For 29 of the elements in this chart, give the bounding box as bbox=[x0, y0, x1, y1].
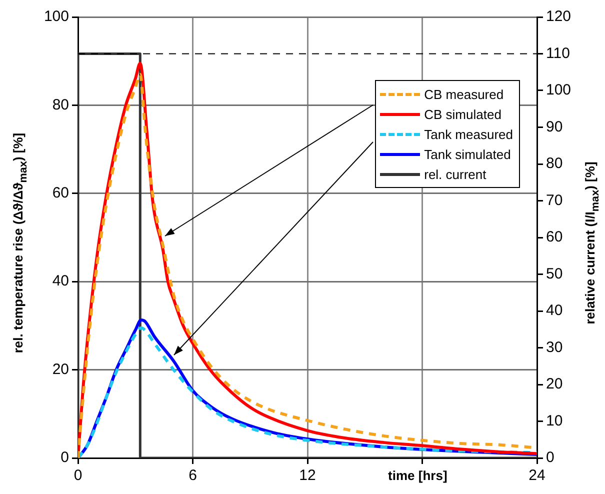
legend-label: Tank measured bbox=[424, 126, 513, 142]
y2-tick-label: 110 bbox=[546, 44, 570, 62]
legend-label: Tank simulated bbox=[424, 146, 511, 162]
y-tick-label: 100 bbox=[44, 8, 69, 26]
y2-tick-label: 80 bbox=[546, 155, 563, 172]
y2-tick-label: 120 bbox=[546, 8, 572, 26]
y-tick-label: 0 bbox=[60, 449, 69, 466]
legend-label: CB measured bbox=[424, 86, 504, 102]
y-tick-label: 40 bbox=[52, 272, 69, 290]
legend-label: CB simulated bbox=[424, 106, 502, 122]
x-tick-label: 0 bbox=[74, 467, 82, 484]
x-tick-label: 12 bbox=[299, 467, 316, 484]
y-tick-label: 60 bbox=[52, 184, 69, 202]
y2-tick-label: 30 bbox=[546, 338, 563, 356]
x-tick-label: 24 bbox=[528, 467, 546, 484]
y-tick-label: 80 bbox=[52, 96, 69, 114]
y2-tick-label: 90 bbox=[546, 118, 563, 136]
y2-tick-label: 40 bbox=[546, 302, 563, 320]
y2-tick-label: 70 bbox=[546, 192, 563, 209]
x-axis-title: time [hrs] bbox=[388, 468, 448, 483]
legend-label: rel. current bbox=[424, 166, 486, 182]
y2-tick-label: 60 bbox=[546, 228, 563, 246]
y2-tick-label: 0 bbox=[546, 449, 554, 466]
y-tick-label: 20 bbox=[52, 360, 69, 378]
y2-tick-label: 100 bbox=[546, 82, 572, 99]
x-tick-label: 6 bbox=[188, 467, 197, 484]
y2-tick-label: 20 bbox=[546, 376, 563, 393]
y2-tick-label: 50 bbox=[546, 265, 563, 282]
y2-tick-label: 10 bbox=[546, 412, 563, 430]
